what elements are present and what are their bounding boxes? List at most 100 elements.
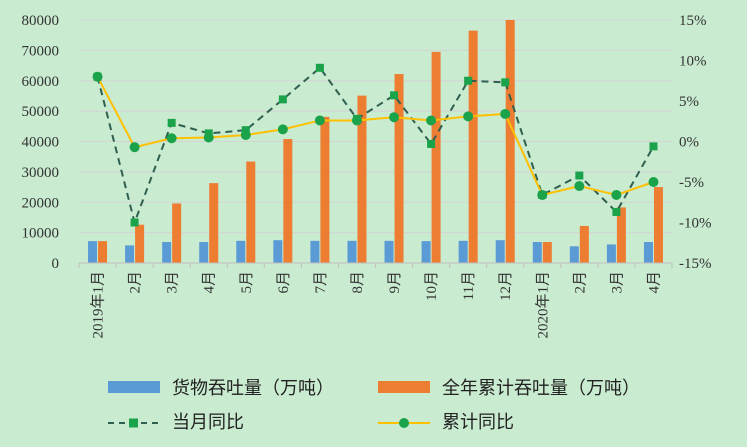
bar (458, 240, 468, 263)
point (203, 132, 214, 143)
bar (394, 74, 404, 263)
y-left-tick-label: 30000 (22, 165, 60, 181)
point (314, 115, 325, 126)
x-tick-label: 3月 (165, 271, 181, 294)
point (92, 71, 103, 82)
legend-label-cumulative: 全年累计吞吐量（万吨） (442, 378, 640, 399)
bar (569, 246, 579, 263)
point (537, 189, 548, 200)
y-left-tick-label: 50000 (22, 104, 60, 120)
point (612, 207, 621, 216)
legend-item-cumulative-yoy: 累计同比 (378, 408, 514, 434)
x-tick-label: 5月 (239, 271, 255, 294)
x-tick-label: 8月 (350, 271, 366, 294)
point (277, 124, 288, 135)
x-tick-label: 7月 (313, 271, 329, 294)
legend-item-throughput: 货物吞吐量（万吨） (108, 374, 334, 400)
bar (579, 225, 589, 263)
y-left-tick-label: 70000 (22, 43, 60, 59)
y-right-tick-label: 0% (679, 135, 699, 151)
bar (384, 240, 394, 263)
bar (357, 95, 367, 263)
point (574, 181, 585, 192)
bar (199, 242, 209, 263)
x-tick-label: 2019年1月 (90, 271, 107, 339)
chart-plot: 0 10000 20000 30000 40000 50000 60000 70000 8000… (22, 13, 712, 339)
x-tick-label: 12月 (498, 271, 514, 301)
series-line (96, 76, 654, 197)
bar (283, 139, 293, 263)
legend-swatch-throughput (108, 381, 160, 393)
y-left-tick-label: 0 (52, 256, 60, 272)
series-line (96, 66, 655, 226)
point (315, 63, 324, 72)
y-right-tick-label: 5% (679, 94, 699, 110)
point (575, 171, 584, 180)
bar (273, 240, 283, 263)
legend-swatch-monthly-yoy (108, 414, 160, 428)
bar (347, 240, 357, 263)
bar (468, 30, 478, 263)
x-tick-label: 2020年1月 (534, 271, 551, 339)
point (648, 177, 659, 187)
bar (246, 161, 256, 263)
bar (606, 244, 616, 263)
x-tick-label: 6月 (276, 271, 292, 294)
x-tick-label: 2月 (572, 271, 588, 294)
point (464, 76, 473, 85)
point (166, 133, 177, 144)
bar (320, 116, 330, 264)
bar (421, 241, 431, 263)
point (167, 118, 176, 127)
point (500, 108, 511, 119)
bar (616, 207, 626, 263)
x-tick-label: 10月 (424, 271, 440, 301)
y-left-tick-label: 20000 (22, 195, 60, 211)
y-right-tick-label: 15% (679, 13, 707, 29)
point (427, 139, 436, 148)
point (611, 189, 622, 200)
y-left-tick-label: 80000 (22, 13, 60, 29)
point (501, 78, 510, 87)
y-left-tick-label: 40000 (22, 135, 60, 151)
legend: 货物吞吐量（万吨） 全年累计吞吐量（万吨） 当月同比 累计同比 (0, 370, 747, 447)
y-right-tick-label: -10% (679, 216, 712, 232)
x-tick-label: 4月 (646, 271, 662, 294)
point (389, 112, 400, 123)
legend-label-monthly-yoy: 当月同比 (172, 412, 244, 433)
legend-label-throughput: 货物吞吐量（万吨） (172, 378, 334, 399)
bar (88, 241, 98, 263)
y-left-tick-label: 60000 (22, 74, 60, 90)
bar (532, 242, 542, 263)
bar (162, 242, 172, 263)
bar (542, 242, 552, 263)
point (129, 142, 140, 153)
bar (172, 203, 182, 263)
legend-label-cumulative-yoy: 累计同比 (442, 412, 514, 433)
point (463, 111, 474, 122)
x-tick-label: 9月 (387, 271, 403, 294)
y-right-tick-label: -15% (679, 256, 712, 272)
y-left-tick-label: 10000 (22, 226, 60, 242)
x-tick-label: 11月 (461, 271, 477, 300)
legend-item-monthly-yoy: 当月同比 (108, 408, 244, 434)
point (278, 95, 287, 104)
bar (135, 224, 145, 263)
point (426, 115, 437, 126)
bar (98, 241, 108, 263)
bar (236, 240, 246, 263)
legend-swatch-cumulative-yoy (378, 414, 430, 428)
point (390, 91, 399, 100)
bar (431, 51, 441, 263)
bar (209, 183, 219, 263)
legend-item-cumulative: 全年累计吞吐量（万吨） (378, 374, 640, 400)
x-tick-label: 4月 (202, 271, 218, 294)
point (649, 142, 658, 151)
y-right-tick-label: -5% (679, 175, 704, 191)
bar (495, 240, 505, 263)
legend-swatch-cumulative (378, 381, 430, 393)
y-right-tick-label: 10% (679, 54, 707, 70)
point (130, 218, 139, 227)
x-tick-label: 3月 (609, 271, 625, 294)
